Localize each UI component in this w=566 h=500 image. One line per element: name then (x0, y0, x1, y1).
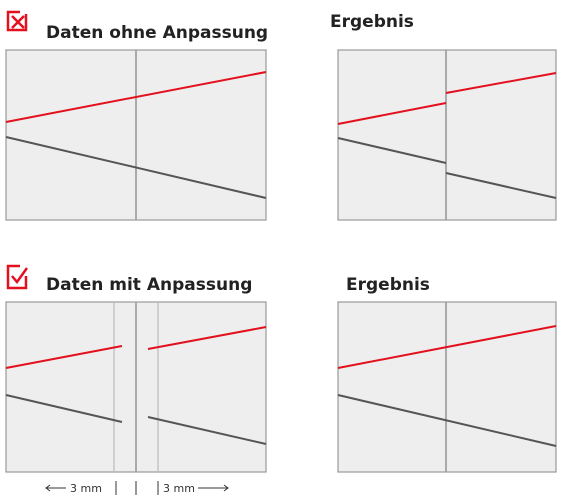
check-icon (6, 264, 29, 290)
panel-result-bottom (337, 301, 557, 473)
cross-icon (6, 10, 28, 32)
section-title: Daten mit Anpassung (46, 275, 252, 295)
panel-result-top (337, 49, 557, 221)
measure-label: 3 mm (70, 482, 102, 495)
section-title: Ergebnis (330, 12, 414, 32)
section-title: Daten ohne Anpassung (46, 23, 268, 43)
panel-without-adjustment (5, 49, 267, 221)
panel-with-adjustment (5, 301, 267, 473)
measure-label: 3 mm (163, 482, 195, 495)
section-title: Ergebnis (346, 275, 430, 295)
measure-markers (45, 481, 229, 495)
